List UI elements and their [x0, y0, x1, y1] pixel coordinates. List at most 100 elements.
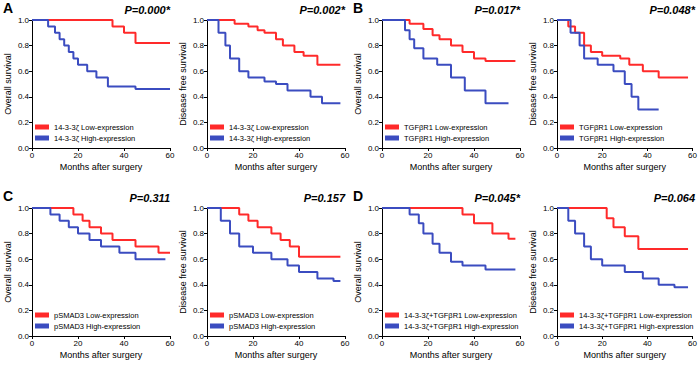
svg-text:14-3-3ζ Low-expression: 14-3-3ζ Low-expression	[229, 123, 309, 132]
svg-text:0.4: 0.4	[18, 280, 30, 289]
svg-text:20: 20	[424, 339, 433, 348]
svg-text:P=0.311: P=0.311	[130, 192, 170, 204]
svg-text:0: 0	[30, 339, 35, 348]
svg-text:40: 40	[120, 151, 129, 160]
svg-text:0: 0	[30, 151, 35, 160]
svg-text:0.6: 0.6	[193, 67, 205, 76]
svg-text:Overall survival: Overall survival	[353, 241, 363, 303]
svg-text:20: 20	[74, 151, 83, 160]
svg-text:0.2: 0.2	[543, 306, 555, 315]
svg-text:0.6: 0.6	[18, 255, 30, 264]
svg-text:0.4: 0.4	[193, 280, 205, 289]
svg-text:TGFβR1 High-expression: TGFβR1 High-expression	[579, 134, 664, 143]
svg-text:40: 40	[470, 151, 479, 160]
svg-text:TGFβR1 Low-expression: TGFβR1 Low-expression	[404, 123, 488, 132]
svg-text:40: 40	[470, 339, 479, 348]
svg-text:40: 40	[120, 339, 129, 348]
svg-text:P=0.048*: P=0.048*	[649, 4, 695, 16]
svg-text:TGFβR1 High-expression: TGFβR1 High-expression	[404, 134, 489, 143]
svg-text:0.6: 0.6	[543, 67, 555, 76]
svg-text:0.4: 0.4	[543, 92, 555, 101]
svg-text:Overall survival: Overall survival	[353, 53, 363, 115]
svg-text:0: 0	[380, 151, 385, 160]
svg-text:20: 20	[598, 151, 607, 160]
svg-text:0: 0	[205, 339, 210, 348]
svg-text:0: 0	[555, 339, 560, 348]
svg-text:D: D	[353, 188, 363, 204]
svg-text:0: 0	[380, 339, 385, 348]
svg-text:20: 20	[424, 151, 433, 160]
svg-text:0.6: 0.6	[18, 67, 30, 76]
svg-text:1.0: 1.0	[193, 204, 205, 213]
svg-text:P=0.157: P=0.157	[304, 192, 346, 204]
svg-text:P=0.002*: P=0.002*	[299, 4, 345, 16]
svg-text:0.0: 0.0	[368, 332, 380, 341]
svg-text:Disease free survival: Disease free survival	[528, 42, 538, 126]
svg-text:0.4: 0.4	[368, 92, 380, 101]
svg-text:Months after surgery: Months after surgery	[235, 350, 318, 360]
svg-text:0.4: 0.4	[543, 280, 555, 289]
svg-text:A: A	[3, 0, 13, 16]
svg-text:1.0: 1.0	[368, 16, 380, 25]
svg-text:14-3-3ζ High-expression: 14-3-3ζ High-expression	[229, 134, 310, 143]
svg-text:pSMAD3 High-expression: pSMAD3 High-expression	[54, 322, 140, 331]
svg-text:0.8: 0.8	[543, 41, 555, 50]
svg-text:Overall survival: Overall survival	[3, 53, 13, 115]
svg-text:0.0: 0.0	[193, 332, 205, 341]
svg-text:0.8: 0.8	[18, 229, 30, 238]
svg-text:60: 60	[341, 339, 350, 348]
svg-text:0.2: 0.2	[18, 306, 30, 315]
svg-text:0.0: 0.0	[18, 144, 30, 153]
svg-text:0.0: 0.0	[193, 144, 205, 153]
svg-text:0: 0	[205, 151, 210, 160]
svg-text:40: 40	[295, 151, 304, 160]
svg-text:Months after surgery: Months after surgery	[410, 350, 493, 360]
svg-text:pSMAD3 High-expression: pSMAD3 High-expression	[229, 322, 315, 331]
svg-text:B: B	[353, 0, 363, 16]
svg-text:20: 20	[74, 339, 83, 348]
svg-text:0.2: 0.2	[543, 118, 555, 127]
svg-text:0.6: 0.6	[368, 67, 380, 76]
svg-text:60: 60	[516, 339, 525, 348]
svg-text:Months after surgery: Months after surgery	[584, 162, 667, 172]
svg-text:20: 20	[598, 339, 607, 348]
svg-text:Disease free survival: Disease free survival	[178, 230, 188, 314]
svg-text:0.0: 0.0	[543, 332, 555, 341]
svg-text:0.2: 0.2	[193, 306, 205, 315]
svg-text:Disease free survival: Disease free survival	[178, 42, 188, 126]
svg-text:TGFβR1 Low-expression: TGFβR1 Low-expression	[579, 123, 663, 132]
svg-text:1.0: 1.0	[543, 16, 555, 25]
svg-text:1.0: 1.0	[368, 204, 380, 213]
svg-text:1.0: 1.0	[543, 204, 555, 213]
svg-text:0.2: 0.2	[368, 306, 380, 315]
svg-text:Months after surgery: Months after surgery	[60, 162, 143, 172]
svg-text:20: 20	[249, 339, 258, 348]
svg-text:Months after surgery: Months after surgery	[60, 350, 143, 360]
svg-text:0.6: 0.6	[193, 255, 205, 264]
svg-text:40: 40	[295, 339, 304, 348]
svg-text:P=0.000*: P=0.000*	[124, 4, 170, 16]
svg-text:14-3-3ζ+TGFβR1 High-expression: 14-3-3ζ+TGFβR1 High-expression	[579, 322, 694, 331]
svg-text:60: 60	[688, 151, 697, 160]
svg-text:14-3-3ζ Low-expression: 14-3-3ζ Low-expression	[54, 123, 134, 132]
svg-text:40: 40	[643, 339, 652, 348]
svg-text:0.0: 0.0	[18, 332, 30, 341]
svg-text:0.4: 0.4	[193, 92, 205, 101]
svg-text:Overall survival: Overall survival	[3, 241, 13, 303]
svg-text:pSMAD3 Low-expression: pSMAD3 Low-expression	[54, 311, 139, 320]
svg-text:0.2: 0.2	[18, 118, 30, 127]
svg-text:P=0.017*: P=0.017*	[474, 4, 520, 16]
svg-text:14-3-3ζ High-expression: 14-3-3ζ High-expression	[54, 134, 135, 143]
svg-text:0.0: 0.0	[543, 144, 555, 153]
svg-text:Months after surgery: Months after surgery	[584, 350, 667, 360]
svg-text:0.0: 0.0	[368, 144, 380, 153]
svg-text:P=0.045*: P=0.045*	[474, 192, 520, 204]
svg-text:60: 60	[688, 339, 697, 348]
svg-text:Months after surgery: Months after surgery	[410, 162, 493, 172]
svg-text:1.0: 1.0	[193, 16, 205, 25]
svg-text:60: 60	[341, 151, 350, 160]
svg-text:1.0: 1.0	[18, 204, 30, 213]
svg-text:0.8: 0.8	[368, 229, 380, 238]
svg-text:pSMAD3 Low-expression: pSMAD3 Low-expression	[229, 311, 314, 320]
svg-text:0.4: 0.4	[18, 92, 30, 101]
